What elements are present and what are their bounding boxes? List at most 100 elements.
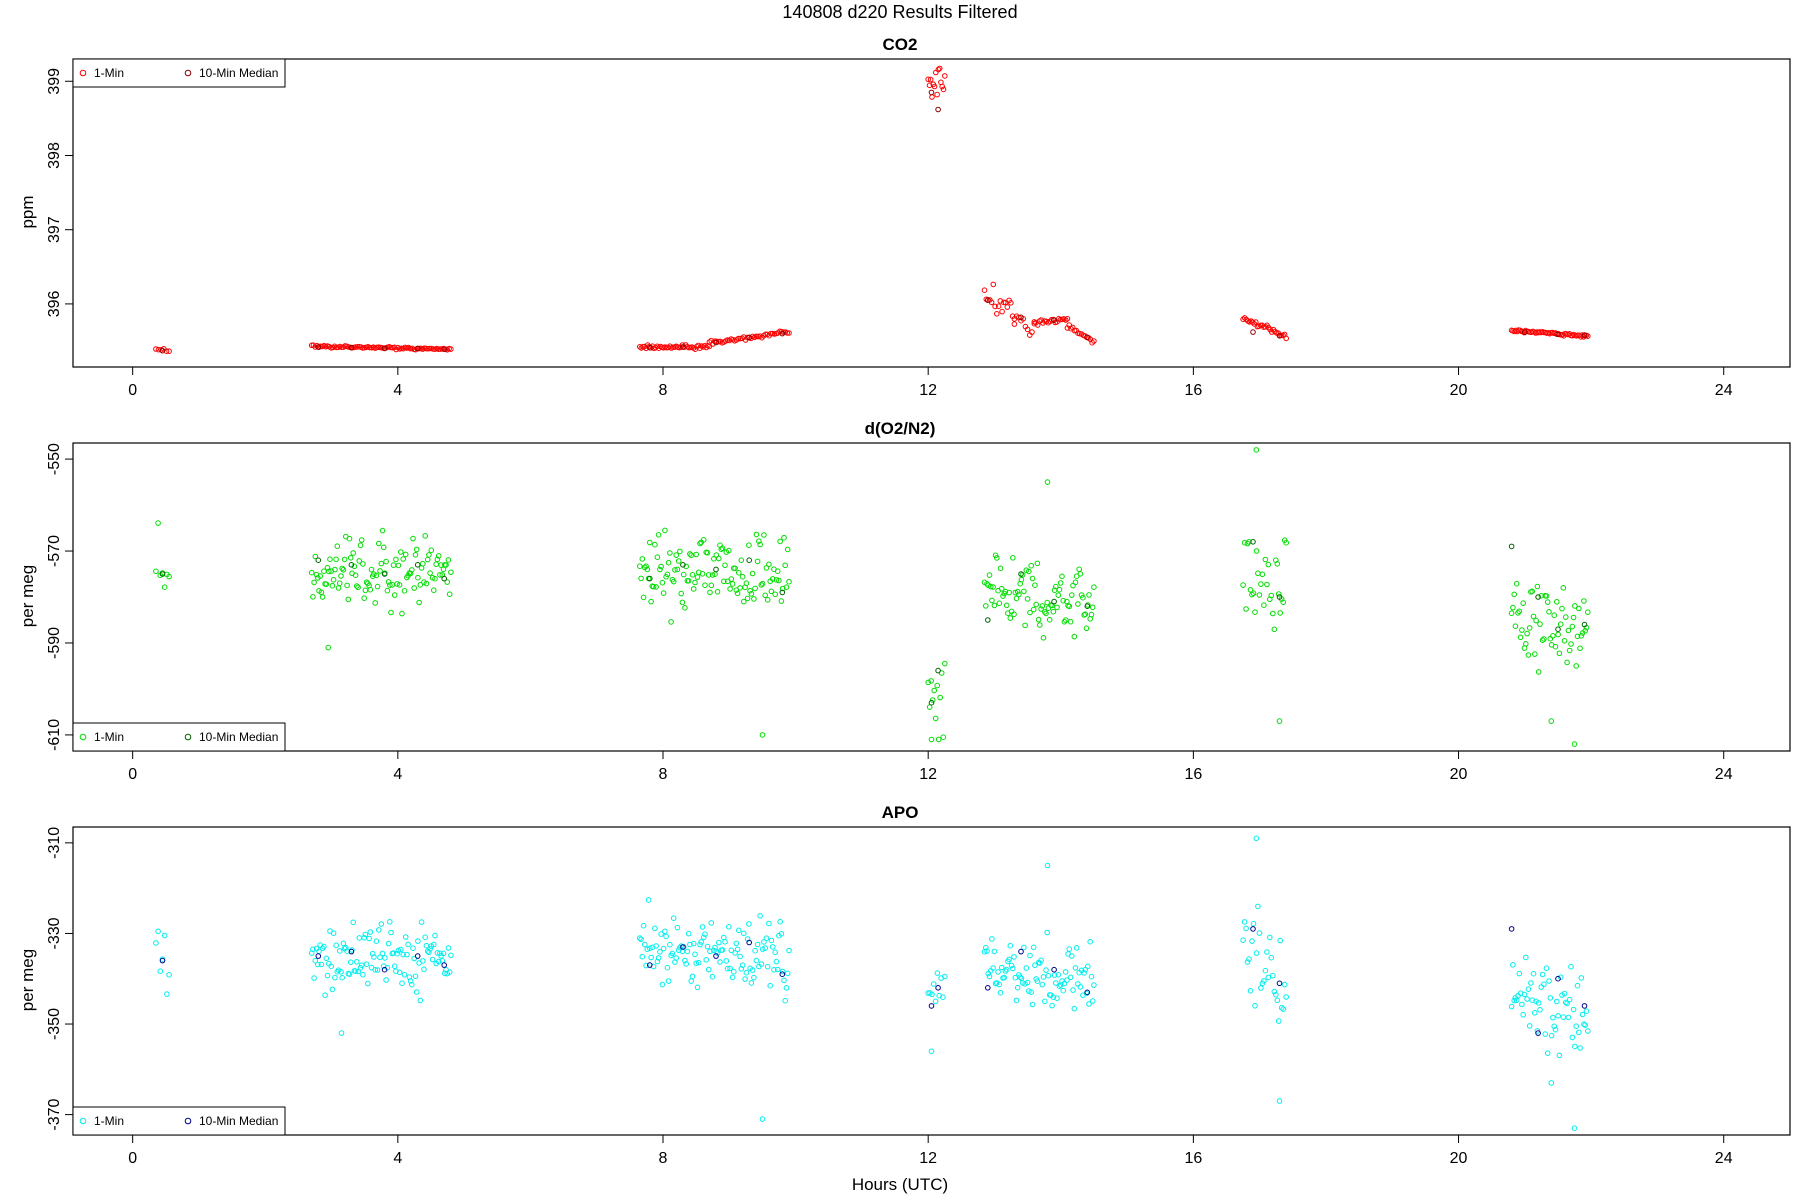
point-1min-o2n2: [744, 595, 751, 602]
point-1min-co2: [999, 308, 1005, 315]
point-1min-o2n2: [928, 736, 935, 743]
point-1min-apo: [763, 935, 770, 942]
point-1min-apo: [1554, 998, 1560, 1005]
point-1min-o2n2: [1038, 606, 1044, 612]
point-1min-o2n2: [1276, 718, 1283, 724]
point-1min-apo: [329, 986, 336, 993]
point-1min-o2n2: [1022, 622, 1028, 629]
point-1min-apo: [784, 970, 791, 977]
point-1min-apo: [736, 927, 742, 934]
point-1min-apo: [669, 950, 676, 957]
point-1min-o2n2: [928, 678, 935, 684]
point-1min-o2n2: [420, 560, 426, 567]
point-1min-apo: [1569, 1034, 1576, 1041]
point-median-o2n2: [647, 575, 653, 582]
point-1min-apo: [1535, 1000, 1542, 1006]
point-1min-o2n2: [372, 600, 379, 606]
x-tick-label-o2n2: 4: [393, 766, 402, 783]
point-1min-o2n2: [998, 585, 1005, 592]
point-1min-apo: [932, 998, 939, 1005]
point-1min-apo: [1261, 978, 1267, 984]
point-1min-apo: [766, 920, 772, 927]
point-1min-o2n2: [1264, 581, 1270, 588]
point-1min-apo: [934, 970, 941, 976]
point-1min-apo: [1523, 954, 1529, 961]
point-1min-o2n2: [668, 619, 674, 625]
point-median-apo: [935, 985, 941, 991]
point-1min-co2: [786, 330, 792, 336]
point-1min-o2n2: [1034, 560, 1041, 567]
point-1min-o2n2: [728, 576, 735, 582]
point-1min-o2n2: [1062, 617, 1069, 623]
point-1min-o2n2: [774, 568, 781, 575]
point-1min-apo: [1044, 862, 1051, 869]
point-1min-apo: [998, 964, 1005, 971]
point-1min-apo: [352, 968, 359, 975]
point-median-co2: [928, 89, 935, 96]
point-1min-o2n2: [722, 562, 728, 569]
point-1min-o2n2: [385, 579, 392, 585]
point-1min-apo: [409, 981, 415, 988]
point-1min-o2n2: [396, 582, 403, 588]
point-1min-apo: [373, 938, 380, 945]
point-1min-apo: [390, 950, 397, 956]
point-1min-apo: [768, 937, 775, 944]
point-1min-o2n2: [1080, 594, 1086, 601]
point-1min-apo: [1010, 965, 1016, 972]
point-1min-apo: [670, 915, 677, 922]
point-1min-apo: [711, 947, 717, 954]
point-1min-o2n2: [673, 552, 680, 558]
point-median-o2n2: [1535, 594, 1541, 600]
point-1min-o2n2: [1258, 581, 1264, 587]
point-1min-apo: [354, 959, 360, 965]
point-1min-o2n2: [648, 598, 654, 605]
figure-title: 140808 d220 Results Filtered: [782, 2, 1017, 22]
point-1min-apo: [698, 939, 705, 945]
point-1min-o2n2: [766, 561, 772, 568]
point-1min-co2: [1585, 333, 1591, 340]
point-1min-o2n2: [708, 582, 715, 589]
point-1min-apo: [1077, 984, 1084, 990]
point-1min-o2n2: [992, 552, 999, 559]
point-1min-o2n2: [749, 570, 756, 577]
point-1min-apo: [1578, 975, 1585, 981]
point-1min-apo: [655, 955, 662, 961]
point-1min-apo: [417, 997, 424, 1004]
point-1min-apo: [746, 921, 752, 927]
point-1min-apo: [367, 929, 374, 935]
point-1min-apo: [741, 930, 747, 937]
point-median-o2n2: [159, 571, 166, 577]
point-1min-o2n2: [1016, 591, 1022, 598]
point-1min-o2n2: [736, 569, 742, 576]
point-1min-apo: [1561, 990, 1568, 997]
point-1min-o2n2: [1044, 599, 1050, 606]
point-median-o2n2: [746, 557, 753, 564]
point-1min-apo: [382, 955, 388, 961]
point-1min-apo: [1252, 1003, 1258, 1009]
point-1min-co2: [981, 287, 988, 294]
point-1min-apo: [315, 961, 321, 968]
point-1min-o2n2: [444, 579, 451, 585]
point-1min-apo: [1056, 983, 1063, 990]
point-1min-apo: [644, 946, 651, 953]
point-1min-apo: [1038, 957, 1044, 964]
point-1min-apo: [402, 934, 409, 940]
point-1min-o2n2: [987, 583, 994, 590]
point-1min-apo: [401, 971, 408, 978]
point-1min-apo: [754, 941, 761, 948]
point-1min-o2n2: [1538, 593, 1545, 599]
point-median-apo: [1084, 989, 1091, 996]
point-1min-o2n2: [368, 566, 375, 573]
point-median-co2: [1051, 317, 1057, 324]
point-1min-apo: [155, 928, 161, 935]
point-median-o2n2: [928, 699, 935, 706]
point-1min-apo: [682, 957, 688, 964]
point-1min-co2: [338, 344, 345, 351]
point-1min-co2: [934, 91, 940, 98]
point-1min-apo: [769, 944, 776, 950]
point-1min-apo: [1273, 991, 1279, 998]
point-1min-apo: [1085, 963, 1091, 970]
legend-box-co2: [72, 58, 286, 88]
point-1min-apo: [445, 945, 452, 951]
point-1min-apo: [1007, 942, 1014, 949]
